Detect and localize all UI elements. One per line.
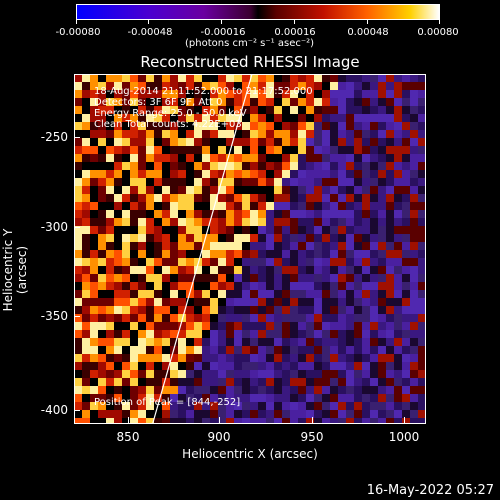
- y-tick-label: -350: [40, 309, 68, 323]
- limb-line: [151, 74, 253, 424]
- colorbar-unit: (photons cm⁻² s⁻¹ asec⁻²): [185, 38, 315, 49]
- colorbar-tick-label: 0.00016: [274, 27, 316, 38]
- x-tick: [128, 417, 129, 423]
- y-tick: [74, 227, 80, 228]
- x-tick-label: 900: [207, 430, 231, 444]
- detectors-text: Detectors: 3F 6F 9F, Att 0: [94, 97, 223, 108]
- x-tick: [219, 417, 220, 423]
- time-range-text: 18-Aug-2014 21:11:52.000 to 21:17:52.000: [94, 86, 313, 97]
- colorbar-tick-label: -0.00080: [55, 27, 101, 38]
- x-tick-label: 950: [300, 430, 324, 444]
- x-tick: [312, 417, 313, 423]
- colorbar-tick-label: -0.00016: [200, 27, 246, 38]
- y-axis-label: Heliocentric Y (arcsec): [1, 228, 29, 312]
- y-tick: [74, 410, 80, 411]
- colorbar-tick-label: 0.00048: [347, 27, 389, 38]
- y-tick: [74, 316, 80, 317]
- image-title: Reconstructed RHESSI Image: [140, 53, 360, 71]
- colorbar-tick-label: 0.00080: [417, 27, 459, 38]
- counts-text: Clean Total counts: 4.22E+03: [94, 119, 242, 130]
- x-tick-label: 850: [116, 430, 140, 444]
- x-tick-label: 1000: [388, 430, 420, 444]
- timestamp-footer: 16-May-2022 05:27: [366, 483, 494, 498]
- colorbar: [76, 4, 440, 20]
- y-tick: [74, 137, 80, 138]
- energy-range-text: Energy Range: 25.0 - 50.0 keV: [94, 108, 247, 119]
- heatmap-canvas: [74, 74, 426, 424]
- peak-position-text: Position of Peak = [844,-252]: [94, 397, 241, 408]
- x-tick: [404, 417, 405, 423]
- y-tick-label: -300: [40, 220, 68, 234]
- rhessi-image: [74, 74, 426, 424]
- y-tick-label: -400: [40, 403, 68, 417]
- colorbar-tick-label: -0.00048: [127, 27, 173, 38]
- y-tick-label: -250: [40, 130, 68, 144]
- x-axis-label: Heliocentric X (arcsec): [182, 447, 318, 461]
